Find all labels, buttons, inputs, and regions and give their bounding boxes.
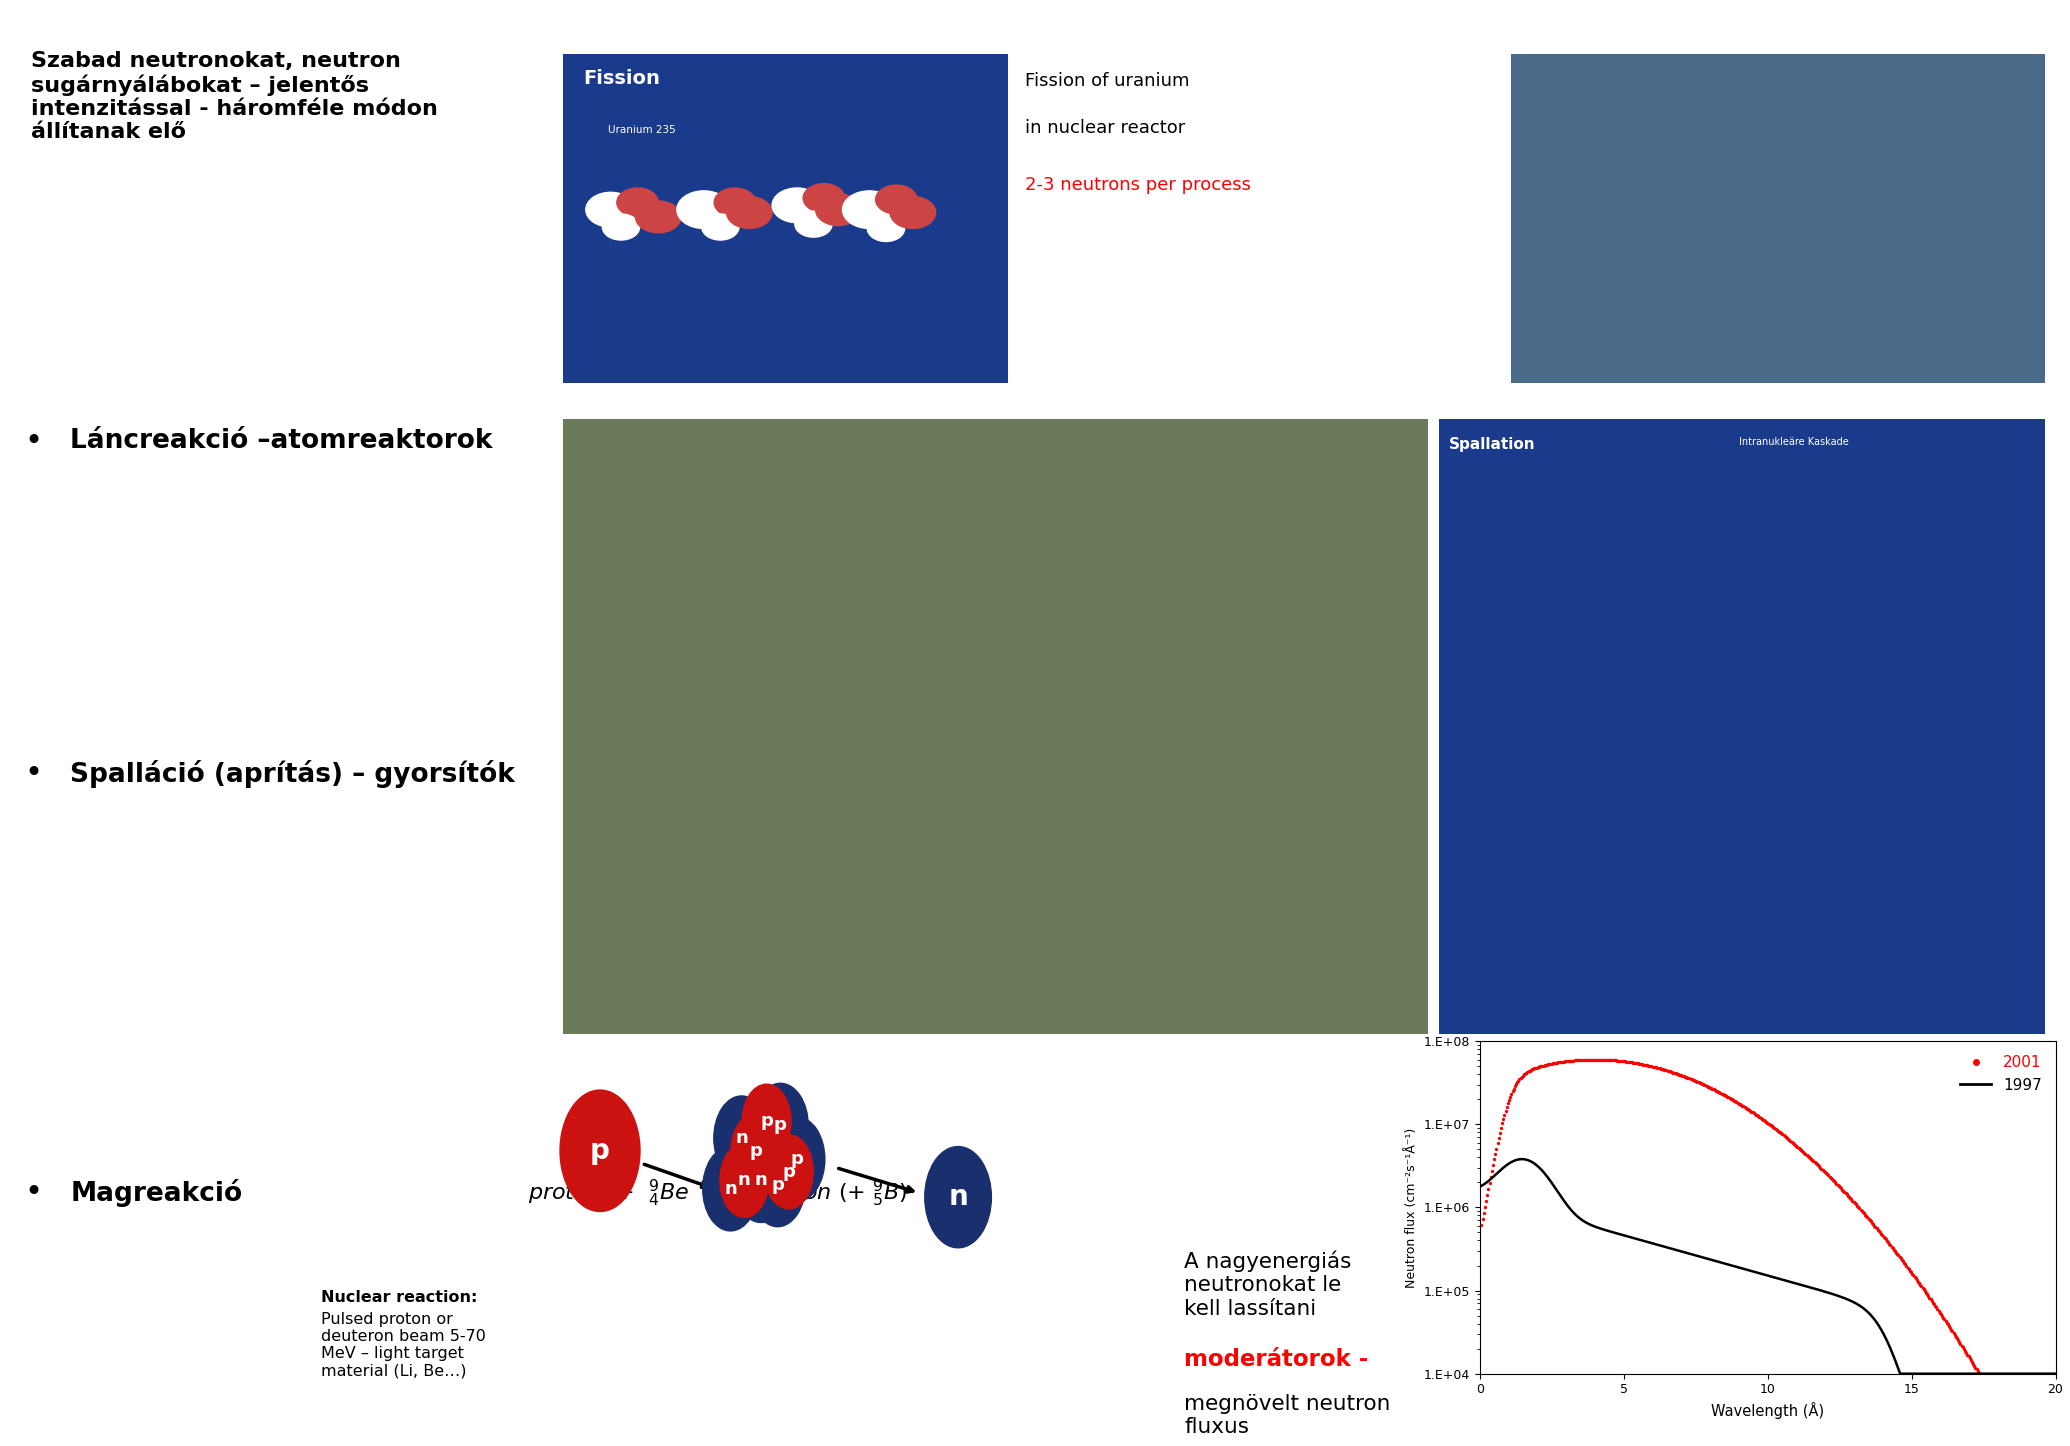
Text: Szabad neutronokat, neutron
sugárnyálábokat – jelentős
intenzitással - háromféle: Szabad neutronokat, neutron sugárnyálábo… <box>31 51 439 142</box>
2001 <box>1969 1365 1993 1382</box>
Circle shape <box>635 201 681 233</box>
2001 <box>2031 1365 2056 1382</box>
1997 <box>2027 1365 2051 1382</box>
Text: Láncreakció –atomreaktorok: Láncreakció –atomreaktorok <box>70 428 493 454</box>
Text: n: n <box>756 1171 768 1189</box>
Circle shape <box>731 1113 780 1189</box>
Circle shape <box>586 192 635 227</box>
2001 <box>1780 1134 1805 1151</box>
Circle shape <box>816 194 861 226</box>
Text: A nagyenergiás
neutronokat le
kell lassítani: A nagyenergiás neutronokat le kell lassí… <box>1184 1251 1352 1319</box>
1997 <box>1749 1265 1774 1283</box>
Circle shape <box>702 1147 758 1231</box>
Circle shape <box>770 1116 824 1202</box>
Text: p: p <box>760 1112 772 1131</box>
1997 <box>2027 1365 2051 1382</box>
Circle shape <box>772 188 822 223</box>
Text: p: p <box>791 1150 803 1168</box>
Text: $\mathit{proton}$  +  $^{9}_{4}Be$  $\rightarrow$  $\mathit{neutron}$ (+ $^{9}_{: $\mathit{proton}$ + $^{9}_{4}Be$ $\right… <box>528 1177 907 1209</box>
Circle shape <box>733 1138 789 1222</box>
Text: Spalláció (aprítás) – gyorsítók: Spalláció (aprítás) – gyorsítók <box>70 759 515 788</box>
Text: in nuclear reactor: in nuclear reactor <box>1025 119 1184 136</box>
Text: Fission of uranium: Fission of uranium <box>1025 72 1188 90</box>
2001 <box>2043 1365 2068 1382</box>
Circle shape <box>561 1090 640 1212</box>
Circle shape <box>677 191 731 228</box>
Circle shape <box>795 211 832 237</box>
Text: •: • <box>25 1178 43 1207</box>
Bar <box>1511 54 2045 383</box>
Circle shape <box>702 214 739 240</box>
Circle shape <box>727 197 772 228</box>
Line: 1997: 1997 <box>1482 1160 2056 1374</box>
2001 <box>1470 1216 1495 1233</box>
Text: p: p <box>782 1163 795 1181</box>
Bar <box>563 419 1428 1034</box>
Text: Fission: Fission <box>584 69 660 88</box>
Y-axis label: Neutron flux (cm⁻²s⁻¹Å⁻¹): Neutron flux (cm⁻²s⁻¹Å⁻¹) <box>1406 1128 1418 1287</box>
Circle shape <box>617 188 658 217</box>
Text: p: p <box>590 1137 611 1165</box>
Text: p: p <box>749 1142 762 1160</box>
Text: Magreakció: Magreakció <box>70 1178 242 1207</box>
Text: Nuclear reaction:: Nuclear reaction: <box>321 1290 478 1304</box>
Text: n: n <box>948 1183 969 1212</box>
Bar <box>563 54 1008 383</box>
2001 <box>1743 1105 1768 1122</box>
Circle shape <box>714 1096 770 1180</box>
Circle shape <box>890 197 936 228</box>
2001 <box>1745 1108 1770 1125</box>
Circle shape <box>602 214 640 240</box>
Text: •: • <box>25 759 43 788</box>
Text: n: n <box>724 1180 737 1197</box>
1997 <box>1499 1154 1524 1171</box>
1997 <box>1921 1365 1946 1382</box>
Text: Spallation: Spallation <box>1449 437 1536 451</box>
Text: megnövelt neutron
fluxus: megnövelt neutron fluxus <box>1184 1394 1391 1437</box>
Text: Pulsed proton or
deuteron beam 5-70
MeV – light target
material (Li, Be…): Pulsed proton or deuteron beam 5-70 MeV … <box>321 1312 486 1378</box>
Circle shape <box>876 185 917 214</box>
2001 <box>1940 1323 1964 1340</box>
Circle shape <box>867 215 905 241</box>
Text: 2-3 neutrons per process: 2-3 neutrons per process <box>1025 176 1250 194</box>
Circle shape <box>842 191 896 228</box>
Circle shape <box>714 188 756 217</box>
Legend: 2001, 1997: 2001, 1997 <box>1954 1048 2047 1099</box>
Text: Intranukleäre Kaskade: Intranukleäre Kaskade <box>1739 437 1849 447</box>
Text: Uranium 235: Uranium 235 <box>609 126 675 134</box>
Line: 2001: 2001 <box>1480 1057 2058 1375</box>
Bar <box>1439 419 2045 1034</box>
X-axis label: Wavelength (Å): Wavelength (Å) <box>1712 1403 1824 1419</box>
Text: p: p <box>772 1176 785 1193</box>
Circle shape <box>753 1083 807 1168</box>
Text: moderátorok -: moderátorok - <box>1184 1348 1368 1371</box>
Text: n: n <box>735 1129 747 1147</box>
Text: •: • <box>25 427 43 455</box>
1997 <box>1888 1365 1913 1382</box>
1997 <box>1733 1261 1757 1278</box>
Text: n: n <box>739 1171 751 1189</box>
1997 <box>2043 1365 2068 1382</box>
Circle shape <box>764 1135 814 1209</box>
1997 <box>1470 1177 1495 1194</box>
Circle shape <box>743 1084 791 1158</box>
2001 <box>1811 1163 1836 1180</box>
Text: p: p <box>774 1116 787 1135</box>
Circle shape <box>925 1147 992 1248</box>
2001 <box>1584 1051 1608 1069</box>
1997 <box>1509 1151 1534 1168</box>
Circle shape <box>720 1144 768 1218</box>
Circle shape <box>749 1142 805 1226</box>
Circle shape <box>803 184 845 213</box>
